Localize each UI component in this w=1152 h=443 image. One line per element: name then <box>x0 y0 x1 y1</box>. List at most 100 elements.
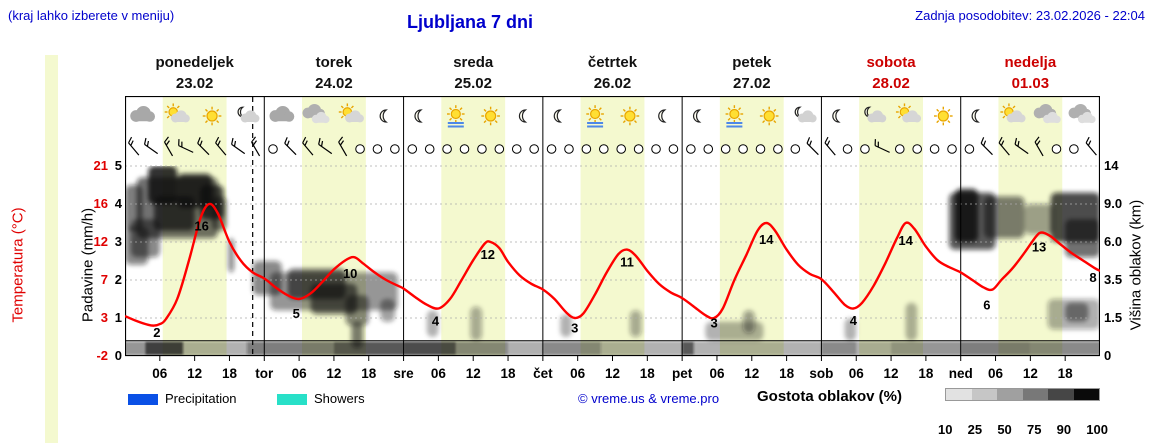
svg-text:čet: čet <box>533 366 553 381</box>
page-title: Ljubljana 7 dni <box>406 12 533 32</box>
wind-calm-icon <box>390 144 400 154</box>
wind-barb-icon <box>178 139 194 153</box>
tick-label: 16 <box>93 196 108 211</box>
svg-text:10: 10 <box>343 266 357 281</box>
wind-calm-icon <box>477 144 487 154</box>
showers-swatch <box>277 394 307 405</box>
svg-text:tor: tor <box>255 366 274 381</box>
svg-text:12: 12 <box>326 366 341 381</box>
svg-text:ned: ned <box>949 366 973 381</box>
svg-text:12: 12 <box>744 366 759 381</box>
sun-cloud-icon <box>338 103 364 123</box>
wind-barb-icon <box>251 136 261 157</box>
day-name: petek <box>732 54 772 71</box>
wind-barb-icon <box>1034 136 1044 157</box>
sun-icon <box>759 106 779 126</box>
svg-text:18: 18 <box>361 366 377 381</box>
svg-text:06: 06 <box>431 366 447 381</box>
svg-text:18: 18 <box>918 366 934 381</box>
cloud-icon <box>130 106 156 122</box>
wind-calm-icon <box>546 144 557 154</box>
wind-barb-icon <box>143 137 159 155</box>
tick-label: 3 <box>114 234 122 249</box>
wind-barb-icon <box>197 137 210 156</box>
sun-cloud-icon <box>1000 103 1026 123</box>
wind-barb-icon <box>1014 137 1029 155</box>
low-cloud-strip <box>125 341 1100 355</box>
sun-haze-icon <box>447 105 465 128</box>
day-header-četrtek: četrtek 26.02 <box>543 52 682 94</box>
wind-calm-icon <box>668 144 679 154</box>
wind-barb-icon <box>128 136 140 156</box>
day-date: 25.02 <box>454 75 492 92</box>
wind-barb-icon <box>806 137 819 156</box>
day-header-ponedeljek: ponedeljek 23.02 <box>125 52 264 94</box>
sun-icon <box>202 106 222 126</box>
temperature-labels: 2 16 5 10 4 12 3 11 3 14 4 14 6 13 8 <box>153 219 1096 340</box>
wind-barb-icon <box>338 136 348 157</box>
wind-calm-icon <box>720 144 731 154</box>
svg-text:06: 06 <box>570 366 586 381</box>
clouds-icon <box>1033 103 1061 124</box>
credit-link[interactable]: © vreme.us & vreme.pro <box>578 391 720 406</box>
showers-label: Showers <box>314 391 365 406</box>
wind-barb-icon <box>302 136 314 156</box>
wind-barb-icon <box>284 137 297 156</box>
day-date: 01.03 <box>1011 75 1050 92</box>
svg-text:14: 14 <box>898 233 913 248</box>
svg-text:12: 12 <box>466 366 481 381</box>
location-hint: (kraj lahko izberete v meniju) <box>8 8 175 23</box>
wind-calm-icon <box>651 144 661 154</box>
precipitation-label: Precipitation <box>165 391 237 406</box>
tick-label: 9.0 <box>1104 196 1123 211</box>
temperature-curve <box>125 202 1100 327</box>
svg-text:pet: pet <box>672 366 693 381</box>
cloud-icon <box>269 106 295 122</box>
svg-text:4: 4 <box>432 314 440 329</box>
moon-icon <box>658 109 667 123</box>
svg-text:11: 11 <box>620 255 634 270</box>
day-name: nedelja <box>1004 54 1057 71</box>
day-name: sobota <box>866 54 916 71</box>
wind-calm-icon <box>860 144 870 154</box>
moon-icon <box>832 109 841 123</box>
precip-axis-title: Padavine (mm/h) <box>79 207 97 323</box>
wind-calm-icon <box>598 144 609 154</box>
day-name: četrtek <box>587 54 638 71</box>
day-header-torek: torek 24.02 <box>264 52 403 94</box>
wind-calm-icon <box>790 144 801 154</box>
moon-icon <box>379 109 388 123</box>
last-update-text: Zadnja posodobitev: 23.02.2026 - 22:04 <box>915 8 1145 23</box>
wind-calm-icon <box>633 144 644 154</box>
svg-text:06: 06 <box>292 366 308 381</box>
tick-label: 2 <box>114 272 122 287</box>
moon-icon <box>518 109 528 123</box>
svg-text:06: 06 <box>709 366 725 381</box>
day-header-sobota: sobota 28.02 <box>821 52 960 94</box>
tick-label: -2 <box>96 348 108 363</box>
weather-chart: 2 16 5 10 4 12 3 11 3 14 4 14 6 13 8 06 12 18 tor 06 12 18 sre… <box>124 95 1149 396</box>
cloud-density-label: Gostota oblakov (%) <box>757 388 903 405</box>
sun-haze-icon <box>725 105 744 128</box>
day-header-sreda: sreda 25.02 <box>404 52 543 94</box>
wind-calm-icon <box>894 144 905 154</box>
svg-text:18: 18 <box>640 366 656 381</box>
wind-barb-icon <box>318 137 333 155</box>
moon-cloud-icon <box>794 106 817 123</box>
tick-label: 1 <box>114 310 122 325</box>
tick-label: 3.5 <box>1104 272 1123 287</box>
tick-label: 12 <box>93 234 108 249</box>
wind-barb-icon <box>980 137 993 156</box>
day-date: 27.02 <box>733 75 771 92</box>
sun-cloud-icon <box>164 103 190 123</box>
wind-calm-icon <box>1069 144 1079 154</box>
wind-calm-icon <box>842 144 853 154</box>
wind-calm-icon <box>407 144 418 154</box>
wind-calm-icon <box>964 144 975 154</box>
clouds-icon <box>302 103 330 124</box>
sun-icon <box>620 106 640 126</box>
svg-text:12: 12 <box>480 247 494 262</box>
wind-calm-icon <box>494 144 505 154</box>
weather-icon-row <box>130 103 1096 128</box>
